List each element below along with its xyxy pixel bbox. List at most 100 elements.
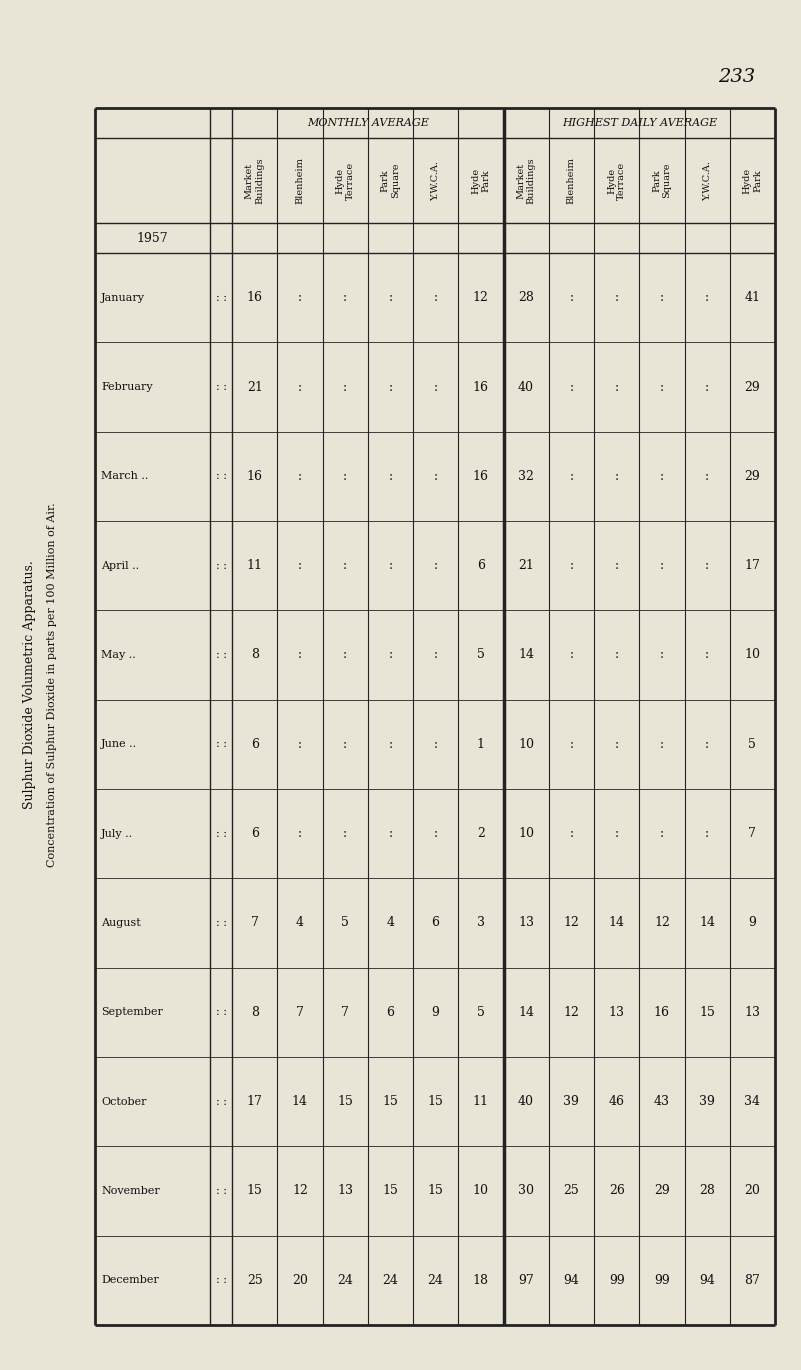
Text: 46: 46 bbox=[609, 1095, 625, 1108]
Text: November: November bbox=[101, 1186, 159, 1196]
Text: 15: 15 bbox=[382, 1185, 398, 1197]
Text: 10: 10 bbox=[518, 827, 534, 840]
Text: 9: 9 bbox=[432, 1006, 440, 1019]
Text: April ..: April .. bbox=[101, 560, 139, 571]
Text: :: : bbox=[388, 648, 392, 662]
Text: 13: 13 bbox=[337, 1185, 353, 1197]
Text: 40: 40 bbox=[518, 1095, 534, 1108]
Text: 24: 24 bbox=[428, 1274, 444, 1286]
Text: :: : bbox=[705, 738, 709, 751]
Text: February: February bbox=[101, 382, 153, 392]
Text: May ..: May .. bbox=[101, 649, 135, 660]
Text: 12: 12 bbox=[292, 1185, 308, 1197]
Text: June ..: June .. bbox=[101, 740, 137, 749]
Text: 15: 15 bbox=[428, 1095, 444, 1108]
Text: 2: 2 bbox=[477, 827, 485, 840]
Text: :: : bbox=[433, 827, 437, 840]
Text: 28: 28 bbox=[518, 292, 534, 304]
Text: October: October bbox=[101, 1096, 147, 1107]
Text: : :: : : bbox=[215, 560, 227, 571]
Text: : :: : : bbox=[215, 1186, 227, 1196]
Text: 12: 12 bbox=[563, 917, 579, 929]
Text: 7: 7 bbox=[251, 917, 259, 929]
Text: :: : bbox=[343, 559, 347, 573]
Text: Market
Buildings: Market Buildings bbox=[245, 158, 264, 204]
Text: Hyde
Terrace: Hyde Terrace bbox=[607, 162, 626, 200]
Text: 6: 6 bbox=[251, 738, 259, 751]
Text: 25: 25 bbox=[247, 1274, 263, 1286]
Text: 25: 25 bbox=[563, 1185, 579, 1197]
Text: 13: 13 bbox=[744, 1006, 760, 1019]
Text: :: : bbox=[614, 738, 618, 751]
Text: 24: 24 bbox=[382, 1274, 398, 1286]
Text: :: : bbox=[660, 738, 664, 751]
Text: 32: 32 bbox=[518, 470, 534, 482]
Text: Y.W.C.A.: Y.W.C.A. bbox=[702, 160, 711, 200]
Text: 26: 26 bbox=[609, 1185, 625, 1197]
Text: 28: 28 bbox=[699, 1185, 715, 1197]
Text: 16: 16 bbox=[654, 1006, 670, 1019]
Text: July ..: July .. bbox=[101, 829, 133, 838]
Text: :: : bbox=[660, 292, 664, 304]
Text: : :: : : bbox=[215, 1096, 227, 1107]
Text: :: : bbox=[298, 648, 302, 662]
Text: :: : bbox=[343, 648, 347, 662]
Text: 11: 11 bbox=[473, 1095, 489, 1108]
Text: :: : bbox=[388, 738, 392, 751]
Text: :: : bbox=[705, 648, 709, 662]
Text: 14: 14 bbox=[518, 1006, 534, 1019]
Text: 24: 24 bbox=[337, 1274, 353, 1286]
Text: 34: 34 bbox=[744, 1095, 760, 1108]
Text: :: : bbox=[298, 292, 302, 304]
Text: Park
Square: Park Square bbox=[380, 163, 400, 199]
Text: :: : bbox=[614, 292, 618, 304]
Text: :: : bbox=[570, 470, 574, 482]
Text: March ..: March .. bbox=[101, 471, 148, 481]
Text: 29: 29 bbox=[654, 1185, 670, 1197]
Text: 5: 5 bbox=[748, 738, 756, 751]
Text: August: August bbox=[101, 918, 141, 927]
Text: :: : bbox=[433, 381, 437, 393]
Text: 14: 14 bbox=[699, 917, 715, 929]
Text: 12: 12 bbox=[473, 292, 489, 304]
Text: :: : bbox=[705, 381, 709, 393]
Text: 29: 29 bbox=[744, 470, 760, 482]
Text: 14: 14 bbox=[518, 648, 534, 662]
Text: 11: 11 bbox=[247, 559, 263, 573]
Text: : :: : : bbox=[215, 829, 227, 838]
Text: : :: : : bbox=[215, 918, 227, 927]
Text: :: : bbox=[570, 559, 574, 573]
Text: 6: 6 bbox=[251, 827, 259, 840]
Text: :: : bbox=[433, 292, 437, 304]
Text: :: : bbox=[388, 827, 392, 840]
Text: :: : bbox=[660, 827, 664, 840]
Text: 233: 233 bbox=[718, 68, 755, 86]
Text: Concentration of Sulphur Dioxide in parts per 100 Million of Air.: Concentration of Sulphur Dioxide in part… bbox=[47, 503, 57, 867]
Text: 5: 5 bbox=[341, 917, 349, 929]
Text: : :: : : bbox=[215, 1007, 227, 1018]
Text: :: : bbox=[660, 470, 664, 482]
Text: 14: 14 bbox=[609, 917, 625, 929]
Text: 30: 30 bbox=[518, 1185, 534, 1197]
Text: :: : bbox=[388, 559, 392, 573]
Text: 15: 15 bbox=[382, 1095, 398, 1108]
Text: :: : bbox=[660, 381, 664, 393]
Text: :: : bbox=[570, 648, 574, 662]
Text: 87: 87 bbox=[744, 1274, 760, 1286]
Text: 12: 12 bbox=[654, 917, 670, 929]
Text: 99: 99 bbox=[654, 1274, 670, 1286]
Text: :: : bbox=[614, 381, 618, 393]
Text: :: : bbox=[298, 827, 302, 840]
Text: :: : bbox=[705, 827, 709, 840]
Text: 5: 5 bbox=[477, 648, 485, 662]
Text: :: : bbox=[570, 827, 574, 840]
Text: 8: 8 bbox=[251, 1006, 259, 1019]
Text: 1: 1 bbox=[477, 738, 485, 751]
Text: HIGHEST DAILY AVERAGE: HIGHEST DAILY AVERAGE bbox=[562, 118, 717, 127]
Text: :: : bbox=[433, 559, 437, 573]
Text: 94: 94 bbox=[563, 1274, 579, 1286]
Text: :: : bbox=[343, 827, 347, 840]
Text: :: : bbox=[343, 292, 347, 304]
Text: 15: 15 bbox=[247, 1185, 263, 1197]
Text: :: : bbox=[343, 470, 347, 482]
